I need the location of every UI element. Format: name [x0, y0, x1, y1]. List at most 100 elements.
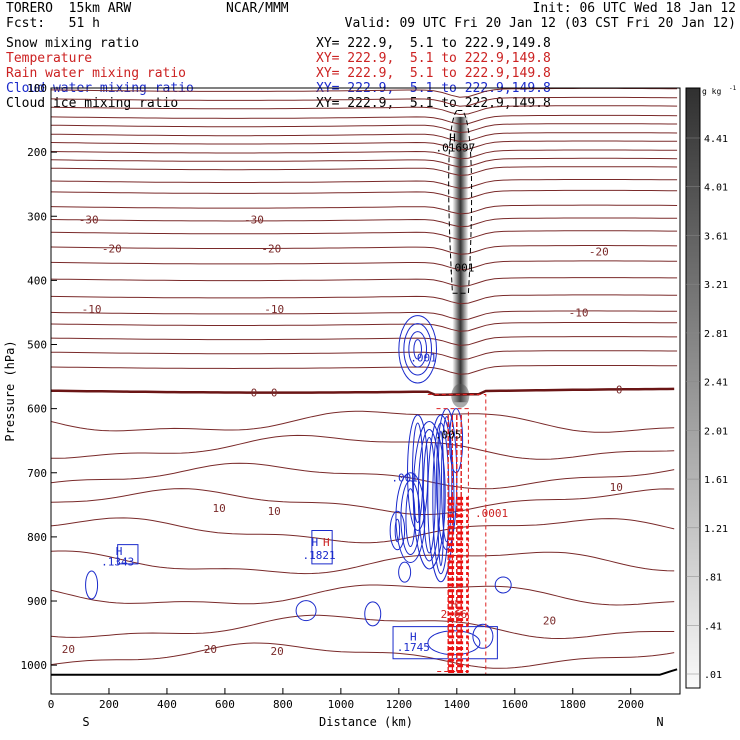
colorbar-unit-exponent: -1	[729, 85, 737, 92]
contour-annotation: H	[311, 536, 318, 549]
isotherm	[51, 157, 678, 168]
isotherm	[51, 149, 678, 160]
org-label: NCAR/MMM	[226, 1, 289, 16]
isotherm	[51, 336, 678, 346]
contour-annotation: H	[451, 598, 458, 611]
contour-annotation: .01697	[435, 142, 475, 155]
x-tick-label: 1600	[502, 698, 529, 711]
isotherm-label: -10	[569, 306, 589, 319]
x-tick-label: 600	[215, 698, 235, 711]
isotherm-label: -20	[102, 242, 122, 255]
isotherm-label: -10	[264, 303, 284, 316]
isotherm	[51, 434, 675, 460]
legend-label: Rain water mixing ratio	[6, 66, 187, 81]
cloud-water-contour	[407, 414, 429, 531]
cloud-water-contour	[389, 510, 406, 551]
cloud-water-contour	[394, 518, 401, 543]
x-tick-label: 1800	[560, 698, 587, 711]
x-tick-label: 2000	[617, 698, 644, 711]
colorbar-tick-label: .41	[704, 621, 722, 632]
x-tick-label: 1000	[328, 698, 355, 711]
x-tick-label: 800	[273, 698, 293, 711]
ice-contour	[448, 109, 473, 294]
contour-annotation: 2.66	[441, 608, 468, 621]
endpoint-left: S	[82, 715, 89, 729]
x-tick-label: 0	[48, 698, 55, 711]
isotherm-label: 10	[610, 481, 623, 494]
isotherm	[51, 462, 675, 490]
colorbar-tick-label: 2.41	[704, 378, 728, 389]
plot-frame	[50, 87, 681, 695]
isotherm-label: 10	[268, 505, 281, 518]
isotherm	[51, 365, 678, 375]
isotherm	[51, 123, 678, 134]
ground-surface	[51, 668, 678, 676]
cloud-water-contour	[422, 436, 436, 554]
contour-annotation: .1821	[303, 549, 336, 562]
contour-annotation: H	[323, 536, 330, 549]
contour-annotation: .0001	[475, 507, 508, 520]
cloud-water-contour	[395, 472, 426, 564]
colorbar-unit: g kg	[702, 87, 721, 96]
y-tick-label: 1000	[21, 659, 48, 672]
isotherm-label: 0	[251, 387, 258, 400]
x-tick-label: 400	[157, 698, 177, 711]
isotherm	[51, 204, 678, 215]
isotherm	[51, 550, 675, 575]
contour-annotation: .005	[435, 428, 462, 441]
isotherm	[51, 105, 678, 116]
colorbar-tick-label: .01	[704, 670, 722, 681]
cloud-water-contour	[403, 323, 433, 376]
isotherm	[51, 179, 678, 189]
cloud-water-contour	[400, 480, 421, 556]
cloud-water-contour	[85, 570, 99, 600]
isotherm-label: -20	[589, 246, 609, 259]
y-top-label: 100	[27, 82, 47, 95]
isotherm	[51, 96, 678, 107]
cloud-water-contour	[364, 601, 382, 627]
endpoint-right: N	[656, 715, 663, 729]
isotherm-label: -30	[244, 213, 264, 226]
isotherm	[51, 166, 678, 176]
colorbar-tick-label: .81	[704, 573, 722, 584]
cloud-water-contour	[417, 428, 441, 562]
cloud-water-contour	[295, 600, 317, 622]
y-tick-label: 200	[27, 146, 47, 159]
contour-annotation: .001	[448, 262, 475, 275]
isotherm	[51, 277, 678, 287]
model-title: TORERO 15km ARW	[6, 1, 132, 16]
cloud-water-contour	[437, 430, 445, 567]
isotherm	[51, 614, 675, 640]
isotherm	[51, 642, 675, 669]
legend-xy: XY= 222.9, 5.1 to 222.9,149.8	[316, 51, 551, 66]
isotherm	[51, 310, 678, 321]
isotherm	[51, 488, 675, 515]
isotherm	[51, 245, 678, 255]
colorbar	[685, 87, 701, 689]
contour-annotation: H	[449, 131, 456, 144]
isotherm	[51, 350, 678, 361]
isotherm	[51, 230, 678, 241]
isotherm-label: -10	[82, 303, 102, 316]
x-tick-label: 200	[99, 698, 119, 711]
y-tick-label: 300	[27, 210, 47, 223]
y-axis-label: Pressure (hPa)	[3, 340, 17, 441]
init-time: Init: 06 UTC Wed 18 Jan 12	[532, 1, 737, 16]
cloud-water-contour	[441, 416, 453, 543]
legend-xy: XY= 222.9, 5.1 to 222.9,149.8	[316, 36, 551, 51]
contour-annotation: H	[410, 630, 417, 643]
y-tick-label: 400	[27, 274, 47, 287]
colorbar-tick-label: 2.01	[704, 426, 728, 437]
y-tick-label: 600	[27, 403, 47, 416]
cloud-water-contour	[412, 420, 446, 570]
y-tick-label: 500	[27, 339, 47, 352]
isotherm	[51, 114, 678, 125]
colorbar-tick-label: 1.61	[704, 475, 728, 486]
cloud-water-contour	[413, 339, 423, 360]
isotherm	[51, 88, 678, 98]
x-tick-label: 1200	[386, 698, 413, 711]
legend-label: Temperature	[6, 51, 93, 66]
isotherm	[51, 294, 678, 305]
isotherm	[51, 140, 678, 151]
